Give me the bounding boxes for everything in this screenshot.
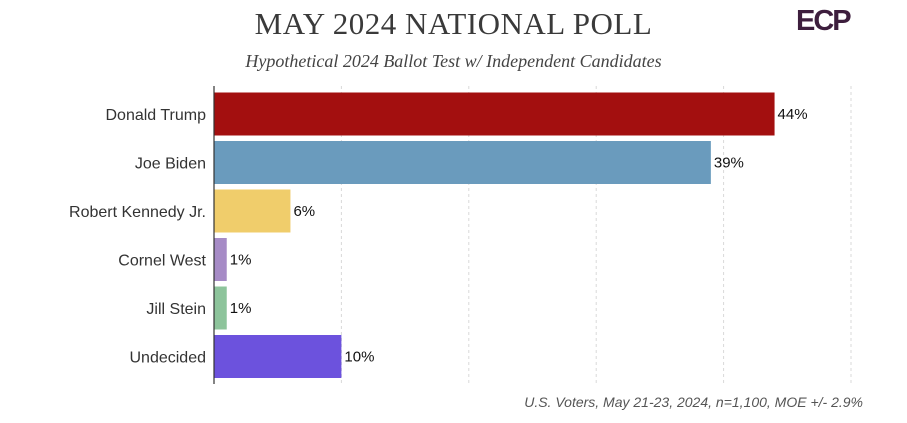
bar-jill-stein [214, 286, 227, 330]
gridlines [340, 86, 852, 384]
chart-subtitle: Hypothetical 2024 Ballot Test w/ Indepen… [245, 51, 662, 71]
category-label: Cornel West [118, 253, 206, 270]
category-label: Joe Biden [135, 156, 206, 173]
data-label: 6% [293, 203, 315, 220]
bar-cornel-west [214, 238, 227, 281]
category-label: Undecided [130, 350, 207, 367]
data-label: 10% [344, 349, 374, 366]
data-label: 1% [230, 300, 252, 317]
footnote: U.S. Voters, May 21-23, 2024, n=1,100, M… [524, 394, 863, 410]
bar-undecided [214, 335, 342, 378]
category-label: Jill Stein [146, 301, 206, 318]
category-label: Robert Kennedy Jr. [69, 204, 206, 221]
data-label: 1% [230, 252, 252, 269]
ecp-logo: ECP [796, 5, 852, 37]
bar-donald-trump [214, 92, 775, 136]
data-label: 44% [778, 106, 808, 123]
bar-robert-kennedy-jr [214, 189, 291, 233]
category-label: Donald Trump [106, 107, 207, 124]
bars-group [214, 92, 775, 378]
data-label: 39% [714, 155, 744, 172]
bar-joe-biden [214, 141, 711, 184]
labels-group: Donald Trump 44% Joe Biden 39% Robert Kenned… [69, 106, 808, 367]
chart-title: MAY 2024 NATIONAL POLL [254, 6, 653, 41]
